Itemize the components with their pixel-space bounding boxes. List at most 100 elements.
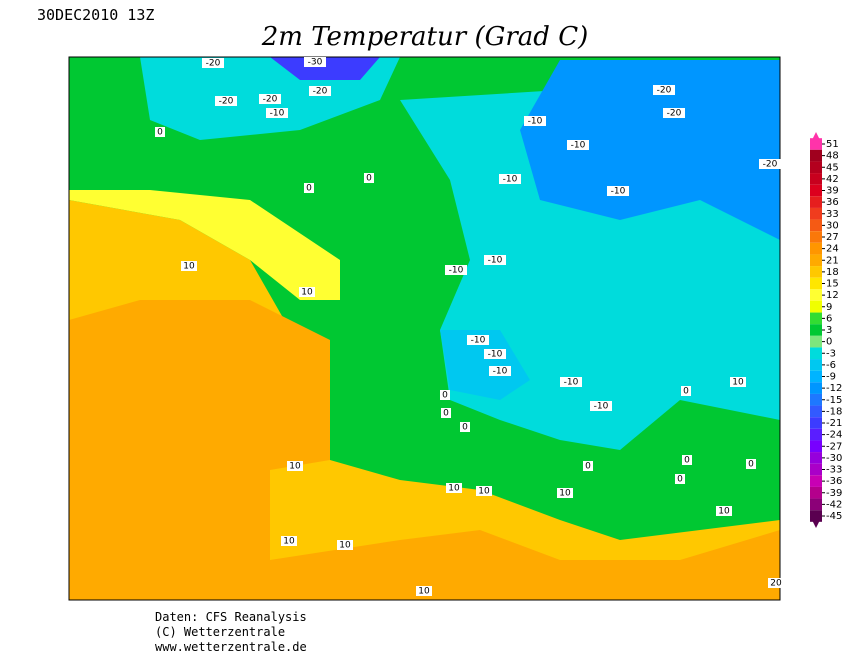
label-box [583, 461, 593, 471]
label-box [441, 408, 451, 418]
legend-label: 33 [826, 209, 839, 220]
legend-label: -30 [826, 453, 842, 464]
contour-label: -10 [270, 109, 285, 119]
legend-label: 42 [826, 174, 839, 185]
legend-label: 21 [826, 255, 839, 266]
label-box [202, 58, 224, 68]
legend-label: -27 [826, 441, 842, 452]
legend-swatch [810, 405, 822, 418]
legend-swatch [810, 289, 822, 301]
zone-blue [520, 60, 780, 240]
label-box [567, 140, 589, 150]
label-box [287, 461, 303, 471]
label-box [730, 377, 746, 387]
label-box [499, 174, 521, 184]
legend-label: 27 [826, 232, 839, 243]
contour-label: 10 [418, 587, 430, 597]
legend-swatch [810, 428, 822, 441]
contour-label: -30 [308, 58, 323, 68]
label-box [746, 459, 756, 469]
legend-label: 12 [826, 290, 839, 301]
legend-label: -21 [826, 418, 842, 429]
contour-label: -10 [594, 402, 609, 412]
legend-label: -12 [826, 383, 842, 394]
legend-label: -33 [826, 465, 842, 476]
contour-label: -10 [493, 367, 508, 377]
legend-swatch [810, 219, 822, 232]
zone-yellow [69, 190, 340, 300]
legend-swatch [810, 440, 822, 453]
legend-swatch [810, 498, 822, 511]
contour-label: 10 [559, 489, 571, 499]
legend-swatch [810, 196, 822, 208]
zone-orange [69, 300, 780, 600]
legend-swatch [810, 242, 822, 255]
contour-label: -20 [313, 87, 328, 97]
contour-label: 10 [283, 537, 295, 547]
contour-label: 0 [442, 391, 448, 401]
legend-swatch [810, 254, 822, 267]
contour-label: 0 [585, 462, 591, 472]
legend-label: 39 [826, 186, 839, 197]
contour-label: -20 [657, 86, 672, 96]
label-box [259, 94, 281, 104]
contour-label: 0 [306, 184, 312, 194]
map-frame [68, 56, 781, 601]
contour-label: -10 [571, 141, 586, 151]
legend-swatch [810, 417, 822, 429]
label-box [416, 586, 432, 596]
legend-swatch [810, 359, 822, 371]
contour-label: 10 [718, 507, 730, 517]
contour-label: -20 [763, 160, 778, 170]
label-box [682, 455, 692, 465]
legend-swatch [810, 184, 822, 197]
label-box [181, 261, 197, 271]
legend-label: 6 [826, 313, 832, 324]
label-box [467, 335, 489, 345]
title: 2m Temperatur (Grad C) [261, 22, 588, 52]
legend-label: 24 [826, 244, 839, 255]
contour-label: -10 [611, 187, 626, 197]
contour-label: 0 [157, 128, 163, 138]
label-box [299, 287, 315, 297]
contour-label: 10 [732, 378, 744, 388]
label-box [155, 127, 165, 137]
legend-label: 0 [826, 337, 832, 348]
label-box [524, 116, 546, 126]
legend-swatch [810, 266, 822, 278]
legend-label: -15 [826, 395, 842, 406]
label-box [364, 173, 374, 183]
contour-label: -10 [488, 256, 503, 266]
label-box [460, 422, 470, 432]
label-box [484, 349, 506, 359]
label-box [653, 85, 675, 95]
label-box [476, 486, 492, 496]
legend-label: -45 [826, 511, 842, 522]
footer-line: www.wetterzentrale.de [155, 640, 307, 654]
legend-swatch [810, 300, 822, 313]
legend-swatch [810, 231, 822, 243]
legend-swatch [810, 463, 822, 476]
label-box [590, 401, 612, 411]
legend-swatch [810, 510, 822, 522]
label-box [768, 578, 784, 588]
label-box [304, 183, 314, 193]
contour-label: -10 [564, 378, 579, 388]
label-box [663, 108, 685, 118]
label-box [607, 186, 629, 196]
legend-swatch [810, 312, 822, 325]
contour-label: 0 [366, 174, 372, 184]
contour-label: -20 [206, 59, 221, 69]
label-box [489, 366, 511, 376]
legend-label: 30 [826, 220, 839, 231]
legend-label: -39 [826, 488, 842, 499]
label-box [281, 536, 297, 546]
contour-label: 10 [289, 462, 301, 472]
label-box [759, 159, 781, 169]
legend-swatch [810, 324, 822, 336]
label-box [557, 488, 573, 498]
contour-label: -20 [667, 109, 682, 119]
legend-label: 3 [826, 325, 832, 336]
label-box [675, 474, 685, 484]
